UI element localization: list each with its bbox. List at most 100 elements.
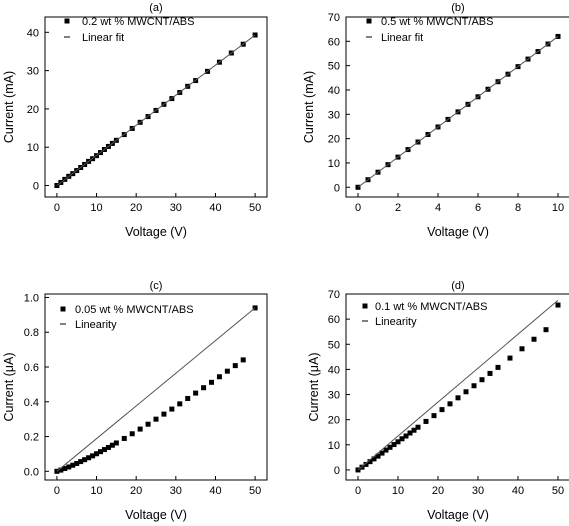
data-point [209,379,214,385]
data-point [507,355,513,361]
x-tick-label: 50 [249,202,261,214]
legend-entry-1: 0.1 wt % MWCNT/ABS [375,301,487,313]
legend-marker-square [362,303,368,309]
x-tick-label: 20 [130,485,142,497]
legend-marker-square [64,18,70,24]
x-tick-label: 10 [90,202,102,214]
y-tick-label: 60 [328,36,340,48]
data-point [367,459,373,465]
plot-marks [355,33,561,190]
y-tick-label: 30 [27,66,39,78]
legend-entry-1: 0.05 wt % MWCNT/ABS [75,304,194,316]
legend: 0.05 wt % MWCNT/ABS Linearity [60,304,194,331]
x-tick-label: 50 [552,485,564,497]
y-tick-label: 20 [328,415,340,427]
x-axis-title: Voltage (V) [427,508,489,522]
data-point [399,436,405,442]
x-tick-label: 30 [472,485,484,497]
x-axis-title: Voltage (V) [125,508,187,522]
data-point [78,459,84,465]
data-point [395,439,401,445]
y-axis-title: Current (mA) [302,71,316,143]
x-tick-label: 50 [249,485,261,497]
panel-c: (c) 0 10 20 30 40 50 0.0 0.2 0.4 0.6 0.8 1.0 0.05 w… [2,280,268,522]
data-point [193,390,199,396]
data-point [439,407,445,413]
plot-frame [44,293,268,481]
data-point [431,413,437,419]
y-tick-label: 10 [328,440,340,452]
y-tick-label: 0.2 [24,432,39,444]
data-point [391,442,397,448]
panel-d: (d) 0 10 20 30 40 50 0 10 20 30 40 50 60 70 0.1 wt % … [307,280,569,522]
y-tick-label: 30 [328,109,340,121]
x-tick-label: 6 [475,202,481,214]
y-axis-title: Current (mA) [2,71,16,143]
data-point [363,461,369,467]
y-axis-title: Current (μA) [307,352,321,421]
data-point [66,464,72,470]
fit-line [56,34,256,186]
data-point [105,444,111,450]
y-tick-label: 0.4 [24,397,39,409]
data-point [58,467,64,473]
x-tick-label: 10 [90,485,102,497]
data-point [101,447,107,453]
y-tick-label: 1.0 [24,292,39,304]
legend: 0.1 wt % MWCNT/ABS Linearity [362,301,487,328]
legend: 0.5 wt % MWCNT/ABS Linear fit [366,16,493,44]
y-tick-label: 0.0 [24,466,39,478]
data-point [371,456,377,462]
x-tick-label: 20 [130,202,142,214]
plot-frame [345,16,569,198]
data-point [403,433,409,439]
x-tick-label: 4 [435,202,441,214]
axis-ticks: 0 10 20 30 40 50 0 10 20 30 40 [27,27,261,214]
data-point [495,364,501,370]
y-tick-label: 60 [328,314,340,326]
axis-ticks: 0 10 20 30 40 50 0.0 0.2 0.4 0.6 0.8 1.0 [24,292,262,497]
data-point [161,411,167,417]
legend-entry-2: Linearity [75,319,117,331]
legend: 0.2 wt % MWCNT/ABS Linear fit [64,16,194,44]
data-point [555,302,561,308]
data-point [379,450,385,456]
x-axis-title: Voltage (V) [125,225,187,239]
legend-marker-square [60,306,66,312]
x-tick-label: 40 [512,485,524,497]
data-point [447,401,453,407]
data-point [240,357,246,363]
x-tick-label: 40 [209,202,221,214]
data-point [387,444,393,450]
y-tick-label: 40 [27,27,39,39]
data-point [109,442,115,448]
y-tick-label: 0.6 [24,362,39,374]
data-point [145,421,151,427]
data-point [487,370,493,376]
data-point [94,451,100,457]
data-point [519,346,525,352]
y-tick-label: 20 [27,104,39,116]
y-tick-label: 0 [334,465,340,477]
data-point [201,385,207,391]
data-point [383,447,389,453]
y-tick-label: 40 [328,85,340,97]
legend-entry-1: 0.2 wt % MWCNT/ABS [82,16,194,28]
y-tick-label: 0 [334,182,340,194]
panel-label: (a) [149,2,162,14]
data-point [62,466,68,472]
plot-marks [54,32,258,189]
plot-marks [54,305,258,474]
legend-entry-1: 0.5 wt % MWCNT/ABS [381,16,493,28]
y-tick-label: 40 [328,364,340,376]
x-tick-label: 0 [355,202,361,214]
data-point [224,368,230,374]
fit-line [56,307,256,472]
x-tick-label: 30 [170,485,182,497]
y-tick-label: 70 [328,289,340,301]
x-tick-label: 0 [54,485,60,497]
y-tick-label: 50 [328,61,340,73]
x-tick-label: 8 [515,202,521,214]
legend-entry-2: Linear fit [82,32,124,44]
